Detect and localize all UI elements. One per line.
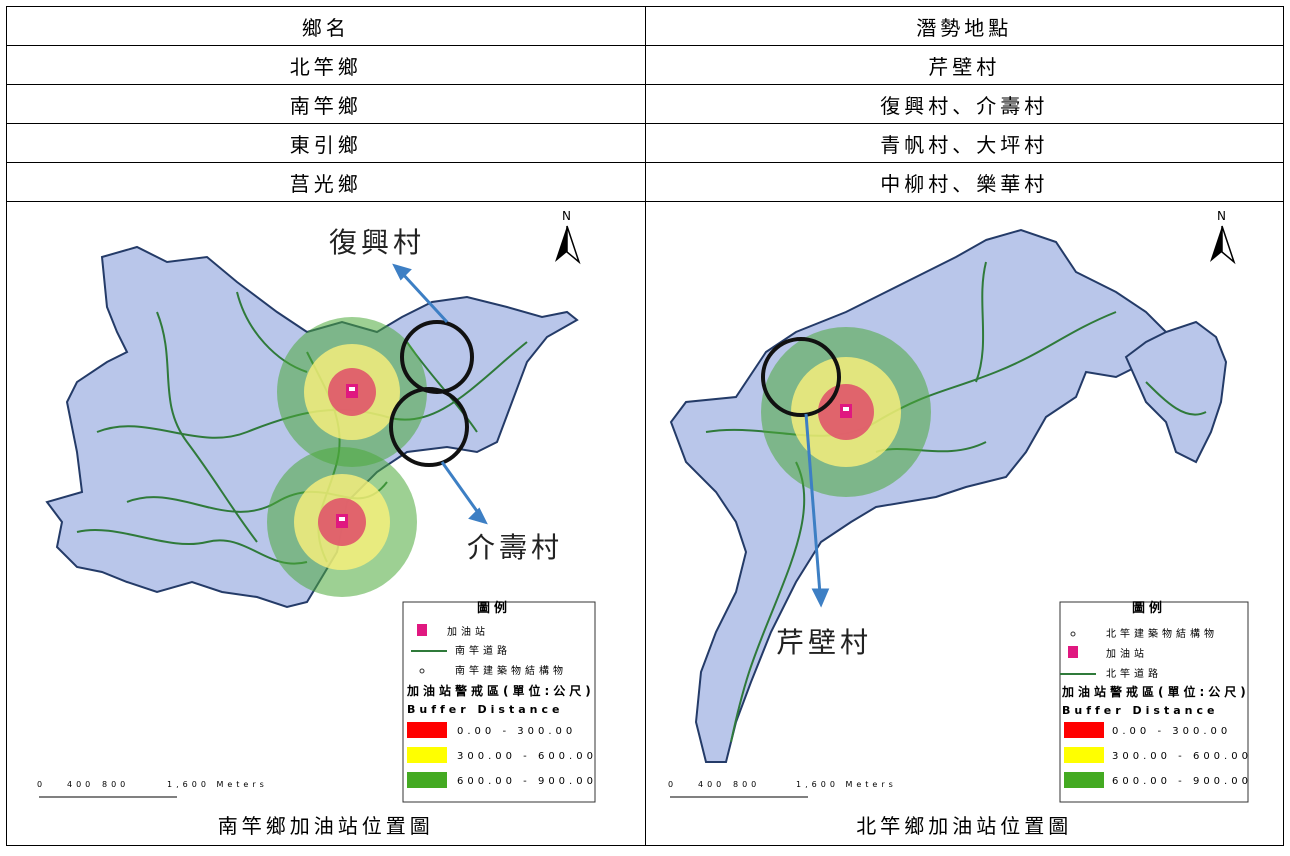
legend-buffer-sub: Buffer Distance	[1062, 704, 1218, 717]
jieshou-village-marker	[389, 387, 469, 467]
map-row: 復興村 介壽村 N 圖例 加油站 南竿道路 南竿建築物結構物	[6, 201, 1284, 846]
gas-station-icon	[417, 624, 427, 636]
table-row: 莒光鄉 中柳村、樂華村	[6, 162, 1284, 202]
svg-text:N: N	[1217, 209, 1230, 223]
nangan-map-cell: 復興村 介壽村 N 圖例 加油站 南竿道路 南竿建築物結構物	[6, 201, 646, 846]
gas-station-icon	[1067, 646, 1078, 658]
callout-fuxing: 復興村	[329, 226, 425, 259]
svg-text:N: N	[562, 209, 575, 223]
callout-arrows	[392, 263, 488, 525]
scale-bar: 0 400 800 1,600 Meters	[37, 780, 268, 798]
legend-buffer-title: 加油站警戒區(單位:公尺)	[1061, 684, 1250, 699]
beigan-east-island	[1124, 320, 1227, 464]
legend-buffer-sub: Buffer Distance	[407, 703, 563, 716]
north-arrow-icon: N	[555, 209, 581, 265]
table-header-row: 鄉名 潛勢地點	[6, 6, 1284, 46]
north-arrow-icon: N	[1209, 209, 1236, 265]
gas-station-icon	[336, 384, 358, 528]
legend-class-label: 0.00 - 300.00	[457, 726, 576, 737]
legend-item: 加油站	[447, 625, 489, 638]
site-cell: 復興村、介壽村	[644, 84, 1284, 124]
township-cell: 莒光鄉	[6, 162, 646, 202]
svg-text:0: 0	[668, 780, 677, 789]
township-cell: 南竿鄉	[6, 84, 646, 124]
legend-class-label: 300.00 - 600.00	[1112, 751, 1252, 762]
township-cell: 北竿鄉	[6, 45, 646, 85]
map-caption: 北竿鄉加油站位置圖	[856, 814, 1073, 838]
beigan-map-cell: 芹壁村 N 圖例 北竿建築物結構物 加油站 北竿道路 加油站警戒區(單位:公尺)	[644, 201, 1284, 846]
legend-item: 南竿建築物結構物	[455, 664, 567, 677]
nangan-map: 復興村 介壽村 N 圖例 加油站 南竿道路 南竿建築物結構物	[37, 209, 597, 803]
table-row: 南竿鄉 復興村、介壽村	[6, 84, 1284, 124]
beigan-legend: 圖例 北竿建築物結構物 加油站 北竿道路 加油站警戒區(單位:公尺) Buffe…	[1059, 600, 1252, 803]
svg-text:400: 400	[67, 780, 94, 789]
callout-qinbi: 芹壁村	[776, 626, 872, 659]
header-township: 鄉名	[6, 6, 646, 46]
legend-title: 圖例	[1132, 600, 1166, 616]
legend-class-label: 0.00 - 300.00	[1112, 726, 1231, 737]
svg-text:800: 800	[102, 780, 129, 789]
site-cell: 中柳村、樂華村	[644, 162, 1284, 202]
svg-text:400: 400	[698, 780, 725, 789]
legend-title: 圖例	[477, 600, 511, 616]
map-caption: 南竿鄉加油站位置圖	[217, 814, 434, 838]
legend-class-label: 600.00 - 900.00	[457, 776, 597, 787]
legend-item: 北竿道路	[1106, 667, 1162, 680]
fuxing-village-marker	[400, 320, 474, 394]
callout-jieshou: 介壽村	[467, 531, 563, 564]
legend-item: 南竿道路	[455, 644, 511, 657]
table-row: 北竿鄉 芹壁村	[6, 45, 1284, 85]
legend-class-label: 600.00 - 900.00	[1112, 776, 1252, 787]
legend-class-label: 300.00 - 600.00	[457, 751, 597, 762]
site-table: 鄉名 潛勢地點 北竿鄉 芹壁村 南竿鄉 復興村、介壽村 東引鄉 青帆村、大坪村 …	[6, 6, 1284, 846]
beigan-map: 芹壁村 N 圖例 北竿建築物結構物 加油站 北竿道路 加油站警戒區(單位:公尺)	[668, 209, 1252, 803]
svg-text:1,600 Meters: 1,600 Meters	[167, 780, 268, 789]
svg-text:1,600 Meters: 1,600 Meters	[796, 780, 897, 789]
site-cell: 芹壁村	[644, 45, 1284, 85]
header-site: 潛勢地點	[644, 6, 1284, 46]
callout-arrows	[804, 413, 829, 608]
scale-bar: 0 400 800 1,600 Meters	[668, 780, 897, 798]
township-cell: 東引鄉	[6, 123, 646, 163]
legend-item: 加油站	[1106, 647, 1148, 660]
legend-buffer-title: 加油站警戒區(單位:公尺)	[406, 683, 595, 698]
gas-station-icon	[839, 404, 852, 418]
nangan-legend: 圖例 加油站 南竿道路 南竿建築物結構物 加油站警戒區(單位:公尺) Buffe…	[402, 600, 597, 803]
legend-item: 北竿建築物結構物	[1106, 627, 1218, 640]
qinbi-village-marker	[760, 337, 841, 417]
svg-text:0: 0	[37, 780, 46, 789]
site-cell: 青帆村、大坪村	[644, 123, 1284, 163]
table-row: 東引鄉 青帆村、大坪村	[6, 123, 1284, 163]
svg-text:800: 800	[733, 780, 760, 789]
